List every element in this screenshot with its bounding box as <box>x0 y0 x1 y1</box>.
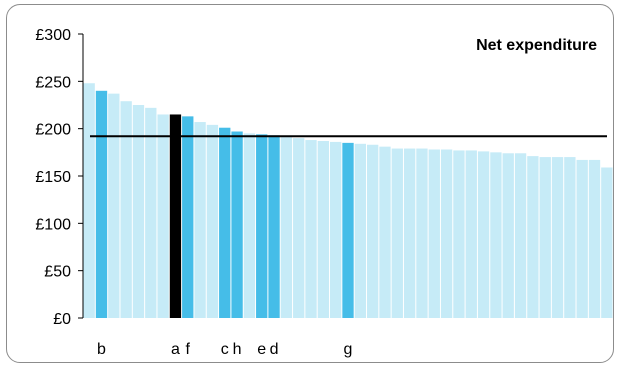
bar-3 <box>108 93 120 318</box>
bar-24 <box>366 144 379 318</box>
bar-32 <box>465 150 477 318</box>
bar-5 <box>132 105 145 318</box>
chart-title: Net expenditure <box>476 37 597 54</box>
bar-15 <box>256 134 268 318</box>
y-tick-labels: £0 £50 £100 £150 £200 £250 £300 <box>35 27 71 328</box>
category-label-f: f <box>186 341 191 358</box>
bar-13 <box>231 131 243 318</box>
bar-7 <box>157 114 169 318</box>
bar-18 <box>293 138 305 318</box>
category-label-c: c <box>221 341 229 358</box>
bar-21 <box>330 141 342 318</box>
bar-22 <box>342 142 354 318</box>
bar-35 <box>502 153 514 318</box>
bar-38 <box>539 157 551 318</box>
bar-8 <box>169 114 182 318</box>
bar-1 <box>83 83 95 318</box>
bar-20 <box>317 140 330 318</box>
bar-40 <box>564 157 576 318</box>
bar-11 <box>206 124 219 318</box>
bar-17 <box>280 137 293 318</box>
bar-34 <box>490 152 502 318</box>
bar-6 <box>145 107 157 318</box>
y-tick-label-0: £0 <box>53 311 71 328</box>
category-label-e: e <box>257 341 266 358</box>
bar-9 <box>182 116 194 318</box>
y-tick-label-50: £50 <box>44 264 71 281</box>
bar-30 <box>440 149 453 318</box>
category-label-a: a <box>171 341 180 358</box>
y-tick-label-100: £100 <box>35 216 71 233</box>
bar-36 <box>514 153 527 318</box>
bar-26 <box>391 148 403 318</box>
bar-16 <box>268 135 280 318</box>
bar-19 <box>305 140 317 318</box>
bar-39 <box>551 157 564 318</box>
bar-4 <box>120 101 132 319</box>
bar-41 <box>576 159 588 318</box>
bar-29 <box>428 149 440 318</box>
bar-31 <box>453 150 465 318</box>
bar-42 <box>588 159 601 318</box>
bars-group <box>83 83 613 319</box>
bar-2 <box>95 90 108 318</box>
y-tick-label-200: £200 <box>35 122 71 139</box>
bar-28 <box>416 148 428 318</box>
y-axis <box>78 33 84 319</box>
bar-10 <box>194 122 206 318</box>
y-tick-label-250: £250 <box>35 74 71 91</box>
category-label-g: g <box>344 341 353 358</box>
bar-25 <box>379 146 391 318</box>
category-label-b: b <box>97 341 106 358</box>
bar-43 <box>601 167 613 318</box>
category-label-h: h <box>233 341 242 358</box>
bar-23 <box>354 143 366 318</box>
y-tick-label-300: £300 <box>35 27 71 44</box>
bar-37 <box>527 156 539 318</box>
bar-14 <box>243 133 256 318</box>
y-tick-label-150: £150 <box>35 169 71 186</box>
bar-33 <box>477 151 490 318</box>
bar-12 <box>219 127 231 318</box>
category-label-d: d <box>270 341 279 358</box>
bar-27 <box>403 148 416 318</box>
